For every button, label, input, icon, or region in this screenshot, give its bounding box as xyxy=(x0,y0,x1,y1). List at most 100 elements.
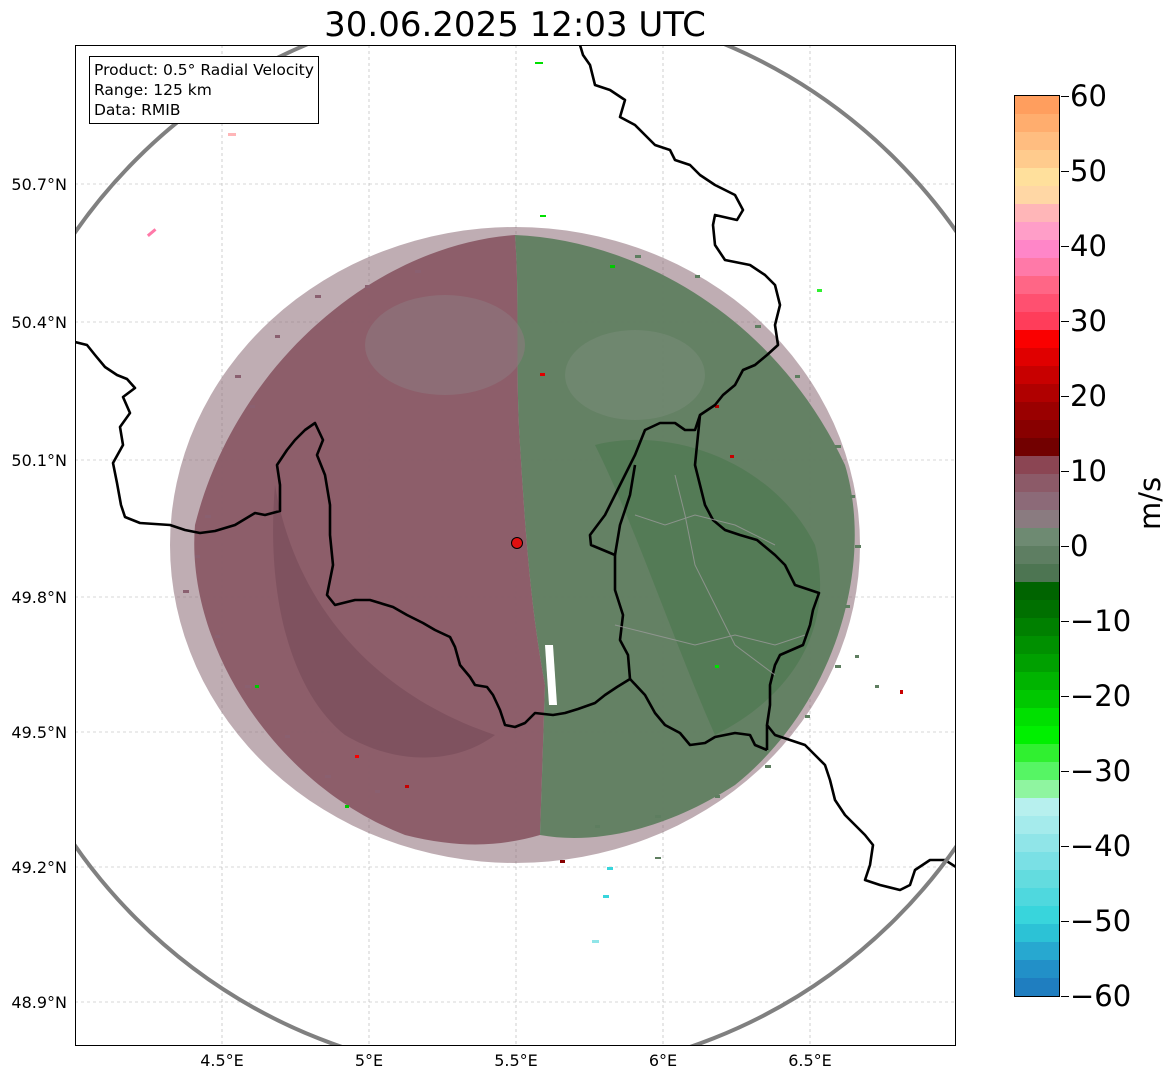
colorbar-tick xyxy=(1061,696,1069,697)
colorbar-segment xyxy=(1015,852,1059,870)
colorbar-segment xyxy=(1015,942,1059,960)
colorbar-segment xyxy=(1015,240,1059,258)
outlier-pixels xyxy=(146,62,903,943)
colorbar-tick xyxy=(1061,396,1069,397)
colorbar-segment xyxy=(1015,906,1059,924)
colorbar-segment xyxy=(1015,528,1059,546)
colorbar-tick xyxy=(1061,171,1069,172)
lat-label: 49.2°N xyxy=(11,858,67,877)
info-range: Range: 125 km xyxy=(94,81,212,99)
info-data-source: Data: RMIB xyxy=(94,101,181,119)
colorbar-tick-label: −60 xyxy=(1070,979,1132,1013)
colorbar-segment xyxy=(1015,600,1059,618)
lat-label: 50.7°N xyxy=(11,175,67,194)
echo-speckles xyxy=(183,270,421,793)
colorbar-tick-label: −30 xyxy=(1070,754,1132,788)
colorbar-tick xyxy=(1061,996,1069,997)
colorbar-tick-label: 0 xyxy=(1070,529,1089,563)
colorbar-segment xyxy=(1015,204,1059,222)
colorbar-tick-label: 10 xyxy=(1070,454,1107,488)
colorbar-segment xyxy=(1015,978,1059,996)
colorbar-unit-label: m/s xyxy=(1133,476,1167,530)
colorbar-tick-label: 60 xyxy=(1070,79,1107,113)
colorbar-segment xyxy=(1015,636,1059,654)
colorbar-tick xyxy=(1061,921,1069,922)
colorbar-segment xyxy=(1015,618,1059,636)
colorbar-segment xyxy=(1015,294,1059,312)
colorbar-segment xyxy=(1015,456,1059,474)
colorbar-segment xyxy=(1015,654,1059,672)
colorbar-tick xyxy=(1061,846,1069,847)
colorbar-tick-label: −10 xyxy=(1070,604,1132,638)
colorbar-segment xyxy=(1015,168,1059,186)
colorbar-segment xyxy=(1015,402,1059,420)
radar-map xyxy=(75,45,956,1046)
colorbar-tick-label: −40 xyxy=(1070,829,1132,863)
colorbar-segment xyxy=(1015,348,1059,366)
colorbar-segment xyxy=(1015,132,1059,150)
colorbar-segment xyxy=(1015,384,1059,402)
colorbar-segment xyxy=(1015,780,1059,798)
internal-borders xyxy=(614,474,806,676)
velocity-colorbar xyxy=(1014,95,1060,997)
lat-label: 49.5°N xyxy=(11,723,67,742)
colorbar-tick-label: 50 xyxy=(1070,154,1107,188)
colorbar-tick xyxy=(1061,321,1069,322)
colorbar-segment xyxy=(1015,186,1059,204)
colorbar-segment xyxy=(1015,762,1059,780)
colorbar-segment xyxy=(1015,564,1059,582)
colorbar-tick xyxy=(1061,471,1069,472)
lon-label: 5°E xyxy=(354,1051,384,1070)
colorbar-segment xyxy=(1015,726,1059,744)
colorbar-segment xyxy=(1015,960,1059,978)
colorbar-segment xyxy=(1015,672,1059,690)
colorbar-segment xyxy=(1015,816,1059,834)
lat-label: 50.4°N xyxy=(11,313,67,332)
colorbar-segment xyxy=(1015,510,1059,528)
colorbar-segment xyxy=(1015,222,1059,240)
colorbar-segment xyxy=(1015,744,1059,762)
colorbar-segment xyxy=(1015,546,1059,564)
lon-label: 5.5°E xyxy=(494,1051,538,1070)
colorbar-segment xyxy=(1015,114,1059,132)
colorbar-tick xyxy=(1061,546,1069,547)
colorbar-tick-label: 20 xyxy=(1070,379,1107,413)
colorbar-segment xyxy=(1015,366,1059,384)
lon-label: 6°E xyxy=(648,1051,678,1070)
lat-label: 49.8°N xyxy=(11,588,67,607)
colorbar-segment xyxy=(1015,474,1059,492)
colorbar-segment xyxy=(1015,276,1059,294)
colorbar-segment xyxy=(1015,834,1059,852)
colorbar-segment xyxy=(1015,798,1059,816)
colorbar-segment xyxy=(1015,438,1059,456)
colorbar-segment xyxy=(1015,96,1059,114)
colorbar-segment xyxy=(1015,582,1059,600)
info-product: Product: 0.5° Radial Velocity xyxy=(94,61,314,79)
colorbar-segment xyxy=(1015,708,1059,726)
radar-site-marker xyxy=(511,537,523,549)
colorbar-tick-label: −20 xyxy=(1070,679,1132,713)
colorbar-segment xyxy=(1015,492,1059,510)
info-legend-box: Product: 0.5° Radial Velocity Range: 125… xyxy=(89,56,319,124)
map-title: 30.06.2025 12:03 UTC xyxy=(324,5,706,45)
colorbar-segment xyxy=(1015,888,1059,906)
colorbar-segment xyxy=(1015,420,1059,438)
lon-label: 6.5°E xyxy=(788,1051,832,1070)
colorbar-segment xyxy=(1015,690,1059,708)
colorbar-segment xyxy=(1015,150,1059,168)
colorbar-segment xyxy=(1015,312,1059,330)
colorbar-segment xyxy=(1015,330,1059,348)
colorbar-segment xyxy=(1015,924,1059,942)
colorbar-tick xyxy=(1061,246,1069,247)
colorbar-tick-label: 30 xyxy=(1070,304,1107,338)
lon-label: 4.5°E xyxy=(200,1051,244,1070)
lat-label: 48.9°N xyxy=(11,993,67,1012)
colorbar-tick xyxy=(1061,771,1069,772)
colorbar-tick xyxy=(1061,621,1069,622)
colorbar-tick-label: 40 xyxy=(1070,229,1107,263)
colorbar-tick-label: −50 xyxy=(1070,904,1132,938)
colorbar-segment xyxy=(1015,870,1059,888)
lat-label: 50.1°N xyxy=(11,451,67,470)
country-borders xyxy=(75,45,956,892)
colorbar-segment xyxy=(1015,258,1059,276)
